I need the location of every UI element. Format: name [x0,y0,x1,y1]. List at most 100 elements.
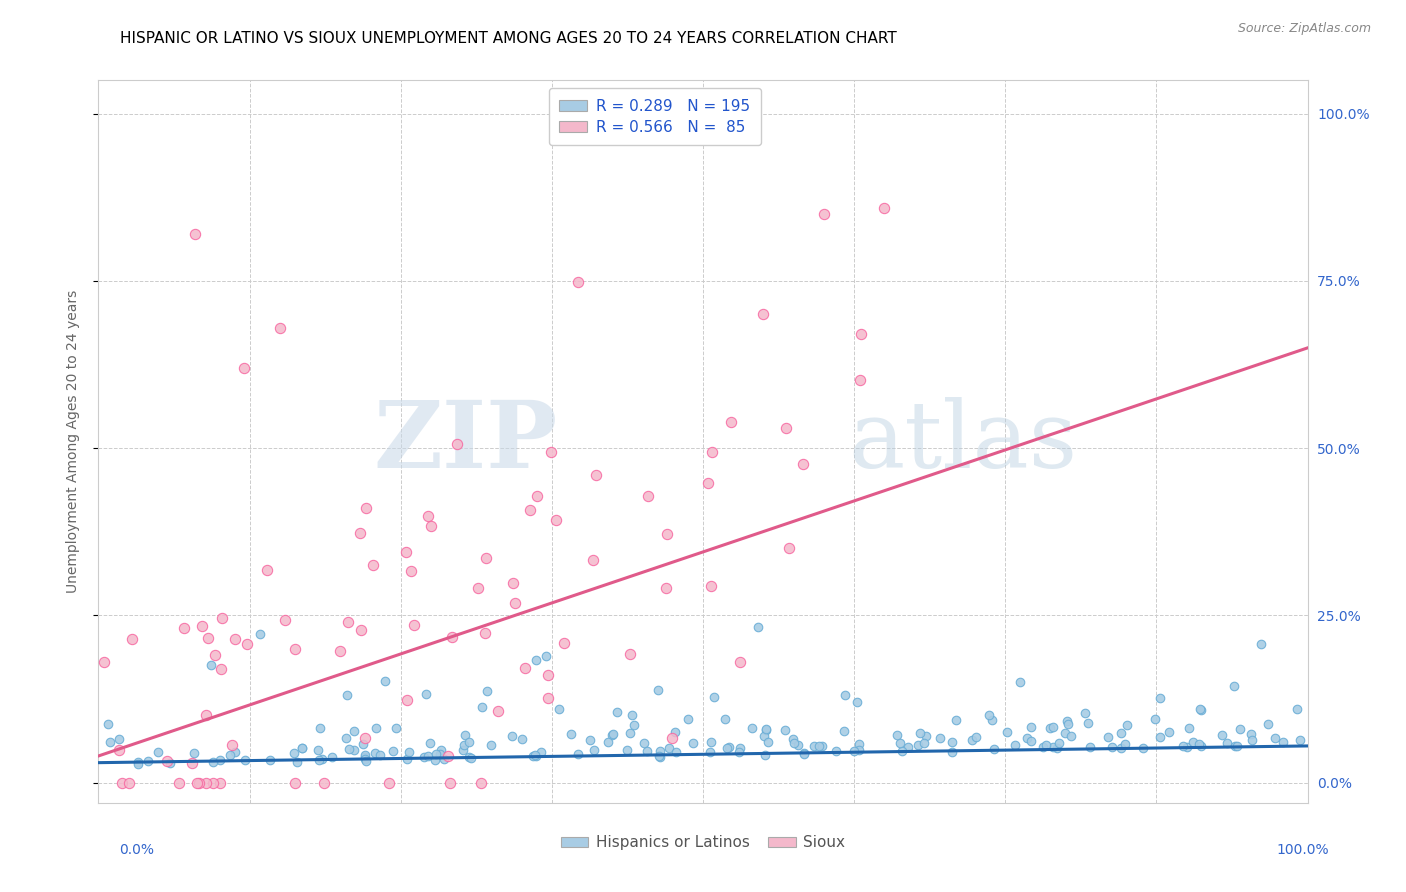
Point [623,717,645,731]
Point [337,615,360,630]
Point [343,743,366,757]
Point [121,632,143,647]
Point [1132,741,1154,756]
Point [1078,740,1101,755]
Point [311,751,333,765]
Point [1188,737,1211,751]
Point [446,437,468,451]
Point [284,642,307,657]
Point [284,776,307,790]
Point [209,662,232,676]
Point [810,739,832,754]
Point [519,502,541,516]
Point [700,579,723,593]
Point [285,755,308,769]
Point [418,749,440,764]
Point [602,726,624,740]
Point [513,661,536,675]
Point [1188,702,1211,716]
Point [648,749,671,764]
Point [354,500,377,515]
Point [699,745,721,759]
Point [786,738,808,752]
Point [354,747,377,762]
Point [458,735,481,749]
Point [439,776,461,790]
Point [647,682,669,697]
Point [619,726,641,740]
Point [889,736,911,750]
Point [184,227,207,242]
Point [1097,730,1119,744]
Point [429,742,451,756]
Point [224,632,246,646]
Point [754,747,776,762]
Point [522,749,544,764]
Point [477,684,499,698]
Point [793,747,815,761]
Point [337,741,360,756]
Point [1257,717,1279,731]
Point [219,748,242,763]
Point [1116,718,1139,732]
Point [755,723,778,737]
Point [274,613,297,627]
Point [453,743,475,757]
Point [637,489,659,503]
Point [792,457,814,471]
Point [474,551,496,566]
Point [583,743,606,757]
Point [1056,714,1078,729]
Point [912,736,935,750]
Point [425,747,447,761]
Point [377,776,399,790]
Point [783,736,806,750]
Point [832,723,855,738]
Point [136,755,159,769]
Point [714,712,737,726]
Legend: Hispanics or Latinos, Sioux: Hispanics or Latinos, Sioux [554,830,852,856]
Point [1175,740,1198,755]
Point [606,705,628,719]
Point [453,738,475,752]
Point [648,749,671,764]
Point [1032,739,1054,754]
Text: 0.0%: 0.0% [120,843,155,857]
Point [941,745,963,759]
Point [945,713,967,727]
Point [803,739,825,754]
Text: Source: ZipAtlas.com: Source: ZipAtlas.com [1237,22,1371,36]
Point [908,725,931,739]
Point [560,726,582,740]
Point [848,738,870,752]
Point [501,730,523,744]
Point [167,776,190,790]
Point [107,731,129,746]
Point [1077,716,1099,731]
Point [636,744,658,758]
Point [807,739,830,754]
Point [534,648,557,663]
Point [93,655,115,669]
Point [1143,713,1166,727]
Point [1015,731,1038,745]
Point [336,688,359,702]
Point [703,690,725,704]
Point [156,755,179,769]
Point [600,728,623,742]
Point [747,619,769,633]
Point [730,740,752,755]
Point [752,729,775,743]
Point [696,476,718,491]
Point [1053,726,1076,740]
Point [1019,734,1042,748]
Point [385,721,408,735]
Point [283,746,305,760]
Point [775,421,797,435]
Point [716,741,738,756]
Point [844,744,866,758]
Point [118,776,141,790]
Point [1114,737,1136,751]
Point [619,648,641,662]
Point [825,744,848,758]
